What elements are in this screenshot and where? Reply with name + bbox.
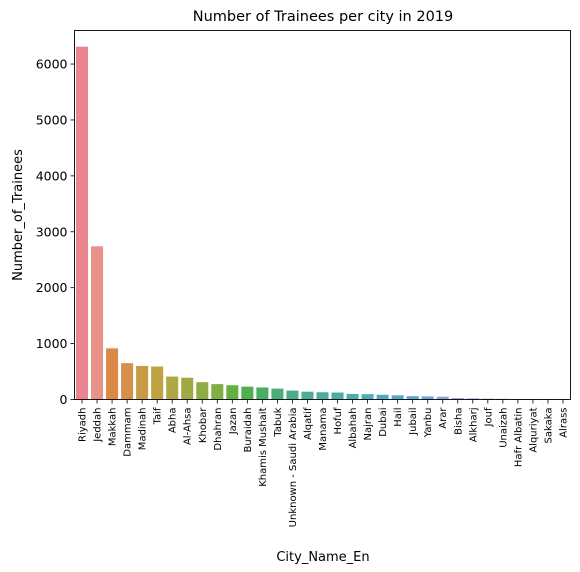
x-tick-label: Sakaka <box>543 408 554 444</box>
x-tick-label: Unknown - Saudi Arabia <box>288 408 299 528</box>
x-tick-label: Alrass <box>558 408 569 438</box>
x-tick-label: Jazan <box>228 408 239 436</box>
y-tick-label: 0 <box>60 392 68 407</box>
bar-buraidah <box>241 386 254 400</box>
x-tick-label: Alkharj <box>468 408 479 443</box>
bars-group <box>76 46 569 400</box>
bar-alkharj <box>466 398 479 400</box>
y-tick-label: 2000 <box>36 280 68 295</box>
y-tick-label: 3000 <box>36 224 68 239</box>
y-axis-ticks: 0 1000 2000 3000 4000 5000 6000 <box>36 57 75 407</box>
x-tick-label: Hail <box>393 408 404 427</box>
x-tick-label: Unaizah <box>498 408 509 448</box>
x-tick-label: Dammam <box>123 408 134 457</box>
x-tick-label: Jubail <box>408 408 419 436</box>
plot-frame <box>74 30 571 400</box>
x-tick-label: Khamis Mushait <box>258 407 269 486</box>
x-tick-label: Makkah <box>108 408 119 447</box>
x-tick-label: Tabuk <box>273 407 284 437</box>
x-tick-label: Al-Ahsa <box>183 408 194 446</box>
x-tick-label: Taif <box>153 407 164 425</box>
bar-najran <box>361 394 374 400</box>
x-tick-label: Dhahran <box>213 408 224 451</box>
x-tick-label: Alqatif <box>303 407 314 440</box>
bar-jubail <box>406 396 419 400</box>
bar-riyadh <box>76 46 89 400</box>
bar-makkah <box>106 348 119 400</box>
bar-hail <box>391 395 404 400</box>
bar-unknown-saudi-arabia <box>286 390 299 400</box>
bar-khamis-mushait <box>256 387 269 400</box>
bar-madinah <box>136 365 149 400</box>
x-tick-label: Jouf <box>483 407 494 427</box>
chart-title: Number of Trainees per city in 2019 <box>193 9 454 25</box>
bar-jeddah <box>91 246 104 400</box>
x-tick-label: Yanbu <box>423 408 434 439</box>
bar-albahah <box>346 393 359 400</box>
x-tick-label: Arar <box>438 407 449 429</box>
y-tick-label: 6000 <box>36 57 68 72</box>
x-tick-label: Jeddah <box>93 408 104 443</box>
bar-taif <box>151 366 164 400</box>
x-tick-label: Abha <box>168 408 179 434</box>
x-tick-label: Manama <box>318 408 329 451</box>
x-tick-label: Najran <box>363 408 374 441</box>
x-tick-label: Buraidah <box>243 408 254 453</box>
x-tick-label: Madinah <box>138 408 149 451</box>
bar-manama <box>316 392 329 400</box>
x-tick-label: Bisha <box>453 408 464 435</box>
x-tick-label: Hafr Albatin <box>513 408 524 468</box>
bar-bisha <box>451 398 464 400</box>
x-axis-label: City_Name_En <box>276 550 369 565</box>
x-axis-ticks: Riyadh Jeddah Makkah Dammam Madinah Taif Abha A… <box>78 399 569 528</box>
x-tick-label: Albahah <box>348 408 359 449</box>
y-tick-label: 1000 <box>36 336 68 351</box>
x-tick-label: Hofuf <box>333 407 344 434</box>
x-tick-label: Dubai <box>378 408 389 437</box>
y-tick-label: 4000 <box>36 168 68 183</box>
x-tick-label: Riyadh <box>78 408 89 442</box>
x-tick-label: Alquriyat <box>528 407 539 452</box>
bar-khobar <box>196 382 209 400</box>
y-tick-label: 5000 <box>36 112 68 127</box>
bar-jazan <box>226 385 239 400</box>
bar-hofuf <box>331 392 344 400</box>
bar-abha <box>166 376 179 400</box>
y-axis-label: Number_of_Trainees <box>11 149 26 281</box>
bar-arar <box>436 396 449 400</box>
bar-dhahran <box>211 384 224 400</box>
x-tick-label: Khobar <box>198 407 209 443</box>
bar-al-ahsa <box>181 377 194 400</box>
bar-dammam <box>121 363 134 400</box>
bar-dubai <box>376 394 389 400</box>
bar-yanbu <box>421 396 434 400</box>
bar-alqatif <box>301 391 314 400</box>
bar-tabuk <box>271 388 284 400</box>
